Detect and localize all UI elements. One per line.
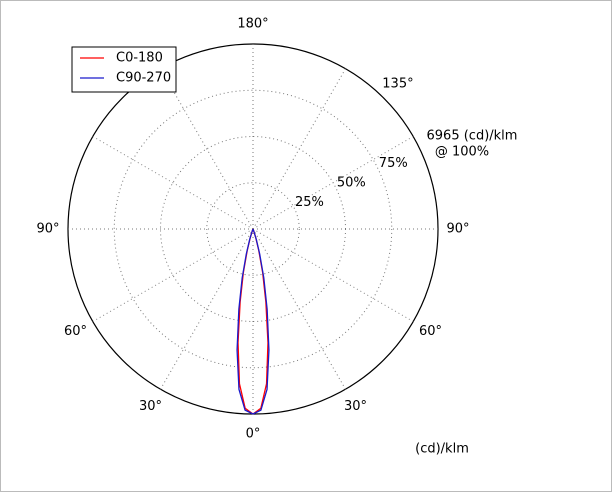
ring xyxy=(206,182,300,276)
spoke xyxy=(252,68,346,230)
legend-label: C90-270 xyxy=(116,71,171,86)
spoke xyxy=(252,136,414,230)
curves xyxy=(236,228,270,415)
unit-label: (cd)/klm xyxy=(415,442,469,457)
legend-items: C0-180 C90-270 xyxy=(80,51,171,86)
max-label: 6965 (cd)/klm xyxy=(427,129,518,144)
angle-label: 0° xyxy=(246,427,261,442)
ring-label: 75% xyxy=(379,156,408,171)
angle-label: 60° xyxy=(64,324,87,339)
spoke xyxy=(92,136,254,230)
angle-label: 90° xyxy=(446,222,469,237)
angle-label: 60° xyxy=(419,324,442,339)
angle-label: 180° xyxy=(237,17,268,32)
angle-label: 90° xyxy=(36,222,59,237)
angle-label: 30° xyxy=(139,399,162,414)
intensity-curve xyxy=(236,228,254,415)
grid: 25% 50% 75% 180° 135° 90° 90° 60° 60° 30° 30° 0° xyxy=(36,17,469,442)
ring-label: 50% xyxy=(337,176,366,191)
angle-label: 135° xyxy=(382,77,413,92)
max-note: @ 100% xyxy=(435,145,489,160)
spoke xyxy=(92,228,254,322)
ring xyxy=(113,89,393,369)
legend-label: C0-180 xyxy=(116,51,163,66)
ring xyxy=(160,136,346,322)
ring-label: 25% xyxy=(295,195,324,210)
legend xyxy=(71,46,177,93)
spoke xyxy=(160,68,254,230)
angle-label: 30° xyxy=(344,399,367,414)
spoke xyxy=(160,228,254,390)
intensity-curve xyxy=(252,228,270,415)
